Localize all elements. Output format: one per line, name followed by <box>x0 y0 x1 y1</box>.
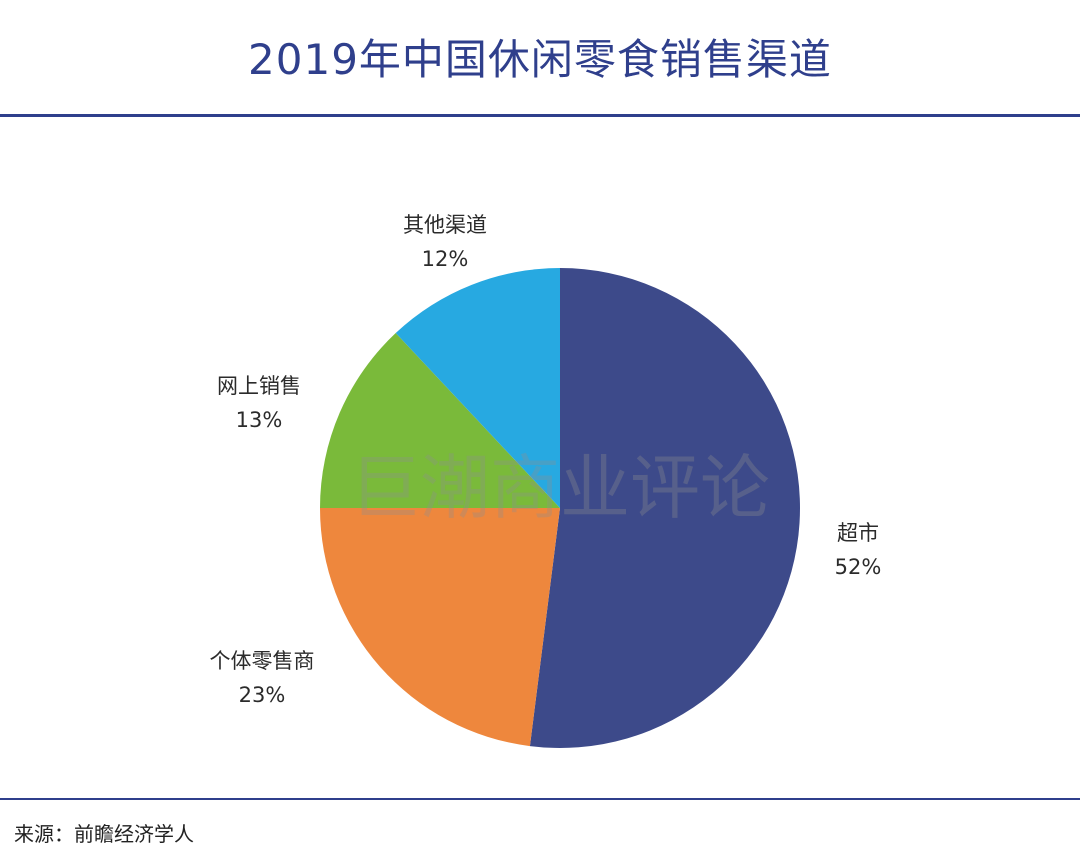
slice-value-label-0: 52% <box>835 555 882 579</box>
chart-title: 2019年中国休闲零食销售渠道 <box>248 35 832 84</box>
source-note: 来源：前瞻经济学人 <box>14 822 194 846</box>
pie-slice-2 <box>320 333 560 508</box>
slice-label-1: 个体零售商 <box>210 649 315 673</box>
slice-value-label-1: 23% <box>239 683 286 707</box>
watermark-text: 巨潮商业评论 <box>350 447 770 529</box>
slice-label-0: 超市 <box>837 521 879 545</box>
pie-slices <box>320 268 800 748</box>
title-divider <box>0 114 1080 117</box>
footer-divider <box>0 798 1080 800</box>
pie-slice-0 <box>529 268 800 748</box>
pie-slice-3 <box>395 268 560 508</box>
slice-label-2: 网上销售 <box>217 374 301 398</box>
pie-slice-1 <box>320 508 560 747</box>
slice-value-label-3: 12% <box>422 247 469 271</box>
slice-value-label-2: 13% <box>236 408 283 432</box>
slice-label-3: 其他渠道 <box>403 213 487 237</box>
